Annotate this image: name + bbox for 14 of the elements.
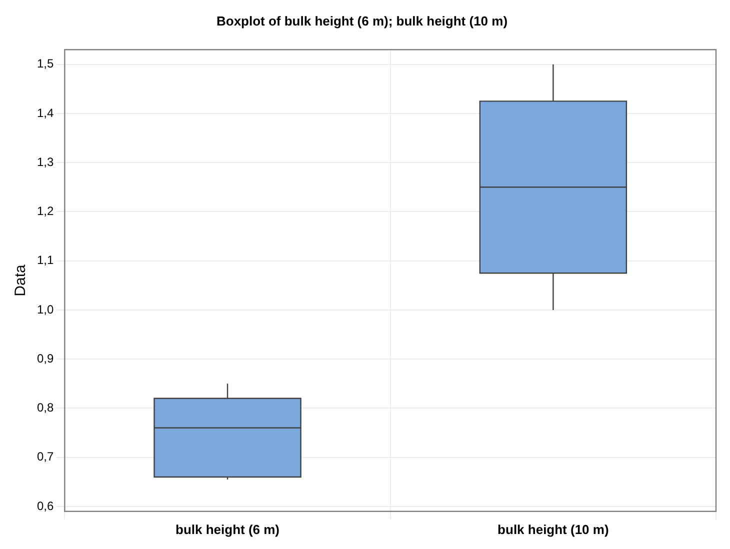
y-tick-label: 0,9 <box>36 351 54 366</box>
y-tick-label: 1,1 <box>36 253 54 268</box>
y-tick-label: 0,8 <box>36 400 54 415</box>
chart-title: Boxplot of bulk height (6 m); bulk height (10 m) <box>216 13 508 28</box>
y-axis-title: Data <box>12 264 30 296</box>
y-tick-label: 1,5 <box>36 56 54 71</box>
y-tick-label: 0,6 <box>36 498 54 513</box>
x-tick-label: bulk height (6 m) <box>176 522 280 537</box>
y-tick-label: 1,4 <box>36 106 54 120</box>
y-tick-label: 1,0 <box>36 302 54 316</box>
x-tick-label: bulk height (10 m) <box>498 522 609 537</box>
y-tick-label: 0,7 <box>36 450 54 464</box>
y-tick-label: 1,2 <box>36 204 54 218</box>
y-tick-label: 1,3 <box>36 154 54 169</box>
